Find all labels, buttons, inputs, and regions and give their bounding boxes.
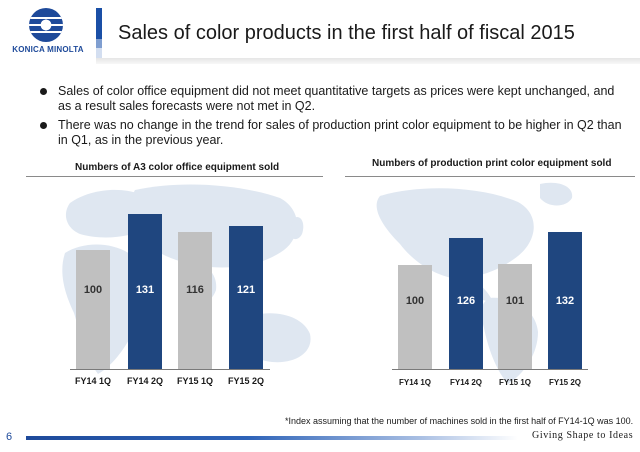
- bar-fy14-2q: [128, 213, 162, 369]
- bar-value-label: 116: [186, 284, 204, 297]
- category-label: FY15 2Q: [227, 376, 265, 386]
- chart-a-title-underline: [26, 176, 323, 177]
- bullet-dot-icon: [40, 122, 47, 129]
- logo-text: KONICA MINOLTA: [12, 45, 84, 54]
- category-label: FY15 2Q: [548, 378, 581, 387]
- bar-fy15-1q: [498, 264, 532, 369]
- chart-a-title: Numbers of A3 color office equipment sol…: [75, 162, 280, 173]
- slide-title: Sales of color products in the first hal…: [118, 22, 575, 44]
- category-label: FY14 2Q: [126, 376, 164, 386]
- konica-minolta-logo: KONICA MINOLTA: [8, 6, 88, 58]
- bar-value-label: 126: [456, 294, 476, 307]
- bullet-dot-icon: [40, 88, 47, 95]
- bar-value-label: 101: [505, 294, 525, 307]
- bar-fy15-2q: [548, 232, 582, 369]
- category-label: FY15 1Q: [176, 376, 214, 386]
- bullet-text: Sales of color office equipment did not …: [58, 84, 615, 113]
- category-label: FY15 1Q: [498, 378, 531, 387]
- footnote: *Index assuming that the number of machi…: [285, 416, 634, 426]
- category-label: FY14 1Q: [398, 378, 431, 387]
- chart-b-title: Numbers of production print color equipm…: [372, 158, 612, 169]
- bar-value-label: 100: [405, 294, 425, 307]
- chart-baseline: [70, 369, 270, 370]
- chart-b-title-underline: [345, 176, 635, 177]
- bar-value-label: 132: [555, 294, 575, 307]
- bar-fy15-1q: [178, 231, 212, 369]
- bar-fy14-1q: [76, 250, 110, 369]
- category-label: FY14 2Q: [449, 378, 482, 387]
- page-number: 6: [6, 431, 13, 443]
- bullet-item: Sales of color office equipment did not …: [40, 84, 630, 114]
- header-accent-bar: [96, 8, 102, 58]
- bar-value-label: 131: [135, 284, 155, 297]
- bar-fy14-2q: [449, 238, 483, 369]
- bullet-text: There was no change in the trend for sal…: [58, 118, 622, 147]
- header-divider: [96, 58, 640, 64]
- bullet-item: There was no change in the trend for sal…: [40, 118, 630, 148]
- bar-value-label: 100: [83, 284, 103, 297]
- logo-globe-icon: [29, 8, 63, 42]
- bar-fy14-1q: [398, 265, 432, 369]
- bar-fy15-2q: [229, 225, 263, 369]
- chart-baseline: [392, 369, 588, 370]
- footer-bar: [26, 436, 518, 440]
- bar-value-label: 121: [236, 284, 256, 297]
- category-label: FY14 1Q: [74, 376, 112, 386]
- tagline: Giving Shape to Ideas: [532, 430, 634, 441]
